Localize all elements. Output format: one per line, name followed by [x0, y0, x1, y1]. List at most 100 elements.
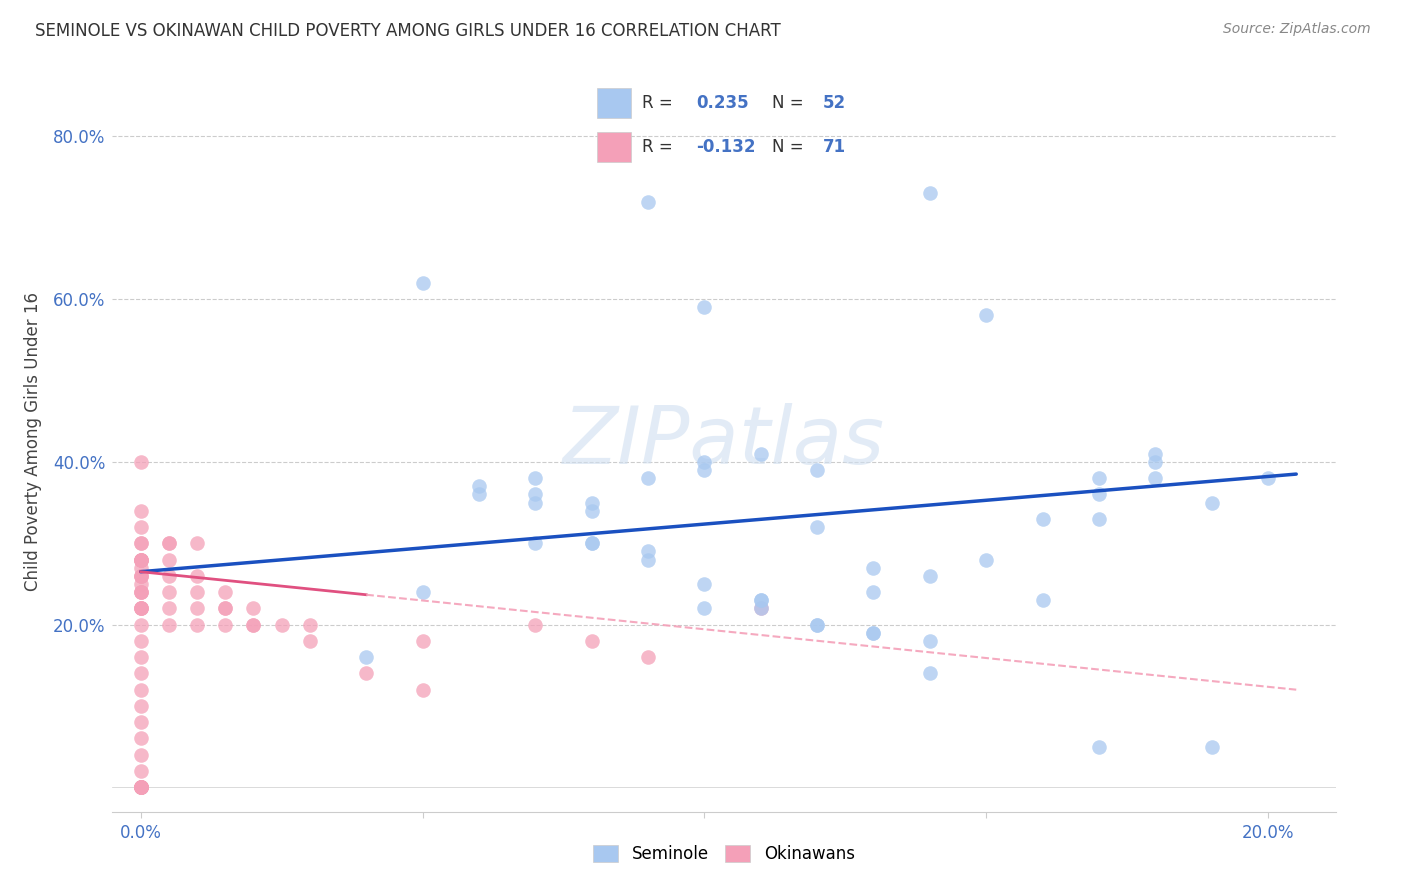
Point: [129, 780, 152, 795]
Point: [1088, 471, 1111, 485]
Point: [129, 504, 152, 518]
Point: [412, 633, 434, 648]
Point: [157, 617, 180, 632]
Point: [581, 633, 603, 648]
Point: [412, 276, 434, 290]
Point: [749, 601, 772, 615]
Point: [157, 568, 180, 582]
Point: [524, 487, 547, 501]
Point: [129, 780, 152, 795]
Point: [129, 780, 152, 795]
Point: [129, 577, 152, 591]
Text: Source: ZipAtlas.com: Source: ZipAtlas.com: [1223, 22, 1371, 37]
Point: [129, 552, 152, 566]
Point: [412, 682, 434, 697]
Point: [129, 552, 152, 566]
Point: [242, 601, 264, 615]
Point: [186, 601, 208, 615]
Point: [918, 666, 941, 681]
Point: [129, 601, 152, 615]
Text: ZIPatlas: ZIPatlas: [562, 402, 886, 481]
Point: [129, 568, 152, 582]
Point: [129, 455, 152, 469]
Point: [129, 780, 152, 795]
Point: [129, 536, 152, 550]
Y-axis label: Child Poverty Among Girls Under 16: Child Poverty Among Girls Under 16: [24, 292, 42, 591]
Point: [581, 536, 603, 550]
Point: [581, 504, 603, 518]
Point: [157, 536, 180, 550]
Point: [157, 601, 180, 615]
Point: [862, 560, 884, 574]
Point: [298, 633, 321, 648]
Point: [129, 780, 152, 795]
Point: [214, 601, 236, 615]
Text: SEMINOLE VS OKINAWAN CHILD POVERTY AMONG GIRLS UNDER 16 CORRELATION CHART: SEMINOLE VS OKINAWAN CHILD POVERTY AMONG…: [35, 22, 780, 40]
Point: [806, 617, 828, 632]
Point: [129, 715, 152, 730]
Point: [129, 585, 152, 599]
Point: [214, 617, 236, 632]
Point: [129, 552, 152, 566]
Point: [186, 617, 208, 632]
Point: [693, 301, 716, 315]
Point: [157, 552, 180, 566]
Point: [1088, 512, 1111, 526]
Point: [157, 536, 180, 550]
Point: [129, 552, 152, 566]
Point: [354, 666, 377, 681]
Point: [129, 601, 152, 615]
Point: [637, 544, 659, 558]
Point: [129, 560, 152, 574]
Point: [129, 731, 152, 746]
Point: [862, 625, 884, 640]
Point: [186, 536, 208, 550]
Point: [129, 780, 152, 795]
Point: [157, 585, 180, 599]
Point: [1144, 471, 1167, 485]
Point: [1032, 512, 1054, 526]
Point: [468, 479, 491, 493]
Point: [270, 617, 292, 632]
Point: [129, 585, 152, 599]
Point: [806, 463, 828, 477]
Point: [637, 194, 659, 209]
Point: [918, 186, 941, 201]
Point: [1144, 447, 1167, 461]
Point: [524, 495, 547, 509]
Point: [242, 617, 264, 632]
Point: [354, 650, 377, 665]
Point: [129, 666, 152, 681]
Point: [637, 471, 659, 485]
Point: [862, 625, 884, 640]
Point: [468, 487, 491, 501]
Point: [129, 552, 152, 566]
Point: [129, 585, 152, 599]
Legend: Seminole, Okinawans: Seminole, Okinawans: [586, 838, 862, 870]
Point: [749, 593, 772, 607]
Point: [129, 601, 152, 615]
Point: [129, 568, 152, 582]
Point: [1144, 455, 1167, 469]
Point: [1032, 593, 1054, 607]
Point: [749, 593, 772, 607]
Point: [524, 617, 547, 632]
Point: [129, 650, 152, 665]
Point: [693, 577, 716, 591]
Point: [693, 601, 716, 615]
Point: [637, 552, 659, 566]
Point: [918, 633, 941, 648]
Point: [1257, 471, 1279, 485]
Point: [129, 617, 152, 632]
Point: [749, 601, 772, 615]
Point: [637, 650, 659, 665]
Point: [298, 617, 321, 632]
Point: [806, 520, 828, 534]
Point: [129, 698, 152, 713]
Point: [129, 536, 152, 550]
Point: [806, 617, 828, 632]
Point: [129, 601, 152, 615]
Point: [129, 780, 152, 795]
Point: [693, 463, 716, 477]
Point: [749, 447, 772, 461]
